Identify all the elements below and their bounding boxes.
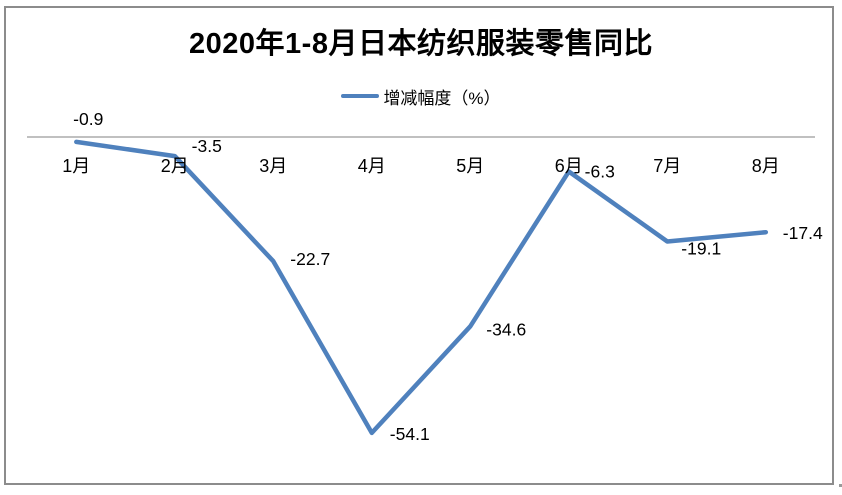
cursor-artifact: [839, 484, 842, 487]
data-label: -54.1: [390, 424, 430, 444]
legend: 增减幅度（%）: [0, 86, 842, 108]
legend-label: 增减幅度（%）: [383, 88, 501, 108]
x-axis-label: 6月: [555, 156, 583, 176]
data-label: -0.9: [73, 109, 103, 129]
x-axis-label: 8月: [752, 156, 780, 176]
chart-border-frame: [4, 6, 834, 485]
x-axis-label: 5月: [456, 156, 484, 176]
series-line: [74, 139, 769, 436]
data-label: -19.1: [681, 238, 721, 258]
x-axis-label: 7月: [653, 156, 681, 176]
chart-title: 2020年1-8月日本纺织服装零售同比: [189, 28, 653, 60]
data-label: -22.7: [290, 249, 330, 269]
x-axis-label: 2月: [161, 156, 189, 176]
data-label: -34.6: [486, 319, 526, 339]
data-label: -6.3: [585, 161, 615, 181]
x-axis-label: 3月: [259, 156, 287, 176]
x-axis-label: 1月: [62, 156, 90, 176]
x-axis-label: 4月: [358, 156, 386, 176]
legend-line-swatch-icon: [341, 94, 380, 98]
data-label: -17.4: [783, 223, 823, 243]
data-label: -3.5: [192, 136, 222, 156]
